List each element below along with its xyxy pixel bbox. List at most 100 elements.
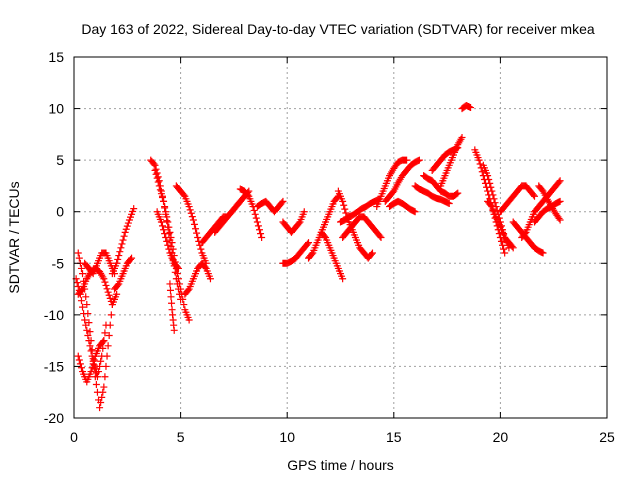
data-point [308,250,316,258]
data-point [106,294,114,302]
data-point [539,249,547,257]
series-arc-16 [236,185,266,241]
data-point [257,230,265,238]
x-tick-label: 5 [177,429,185,445]
data-point [189,216,197,224]
data-point [192,225,200,233]
data-point [168,239,176,247]
data-point [83,301,91,309]
data-point [130,205,138,213]
data-point [333,194,341,202]
y-axis-label: SDTVAR / TECUs [6,181,22,293]
data-point [556,177,564,185]
data-point [87,368,95,376]
data-point [105,291,113,299]
data-point [97,399,105,407]
data-point [174,275,182,283]
series-arc-6 [108,205,138,278]
data-point [484,172,492,180]
data-point [162,208,170,216]
data-point [279,197,287,205]
y-tick-label: 10 [48,101,64,117]
data-point [114,281,122,289]
data-point [103,352,111,360]
data-point [83,326,91,334]
data-point [488,187,496,195]
data-point [86,328,94,336]
series-arc-32 [458,101,475,113]
data-point [339,197,347,205]
data-point [458,133,466,141]
data-point [475,156,483,164]
data-point [96,362,104,370]
data-point [185,203,193,211]
data-point [197,245,205,253]
data-point [158,194,166,202]
data-point [487,183,495,191]
data-point [173,263,181,271]
data-point [166,228,174,236]
data-point [173,270,181,278]
data-point [180,301,188,309]
data-point [77,297,85,305]
data-point [102,281,110,289]
data-point [295,219,303,227]
series-arc-17 [253,197,287,216]
data-point [77,364,85,372]
data-point [89,360,97,368]
data-point [102,362,110,370]
series-arc-26 [381,156,423,205]
data-point [95,368,103,376]
data-point [79,270,87,278]
series-arc-27 [386,197,419,216]
data-point [124,219,132,227]
series-arc-21 [317,228,347,283]
data-point [116,248,124,256]
data-point [121,228,129,236]
data-point [115,252,123,260]
series-arc-40 [535,182,564,224]
data-point [490,195,498,203]
data-point [76,360,84,368]
data-point [170,326,178,334]
y-tick-label: 0 [56,204,64,220]
series-arc-15 [211,187,253,236]
data-point [165,245,173,253]
data-point [190,220,198,228]
data-point [150,160,158,168]
data-point [82,293,90,301]
data-point [376,232,384,240]
data-point [120,232,128,240]
data-point [187,209,195,217]
data-point [377,234,385,241]
data-point [501,249,509,257]
data-point [163,237,171,245]
data-point [160,197,168,205]
data-point [87,347,95,355]
y-tick-label: -20 [44,410,64,426]
data-point [251,210,259,218]
data-point [160,226,168,234]
data-point [164,218,172,226]
data-point [105,331,113,339]
data-point [97,357,105,365]
data-point [126,255,134,263]
data-point [154,178,162,186]
data-point [531,192,539,200]
data-point [556,197,564,205]
series-arc-25 [373,156,411,211]
data-point [88,346,96,354]
data-point [339,275,347,283]
data-point [161,230,169,238]
data-point [258,234,266,241]
series-arc-13 [181,259,214,298]
data-point [91,373,99,381]
data-point [151,166,159,174]
data-point [104,342,112,350]
data-point [118,240,126,248]
series-arc-11 [166,280,178,334]
data-point [305,239,313,247]
data-point [166,286,174,294]
data-point [75,356,83,364]
